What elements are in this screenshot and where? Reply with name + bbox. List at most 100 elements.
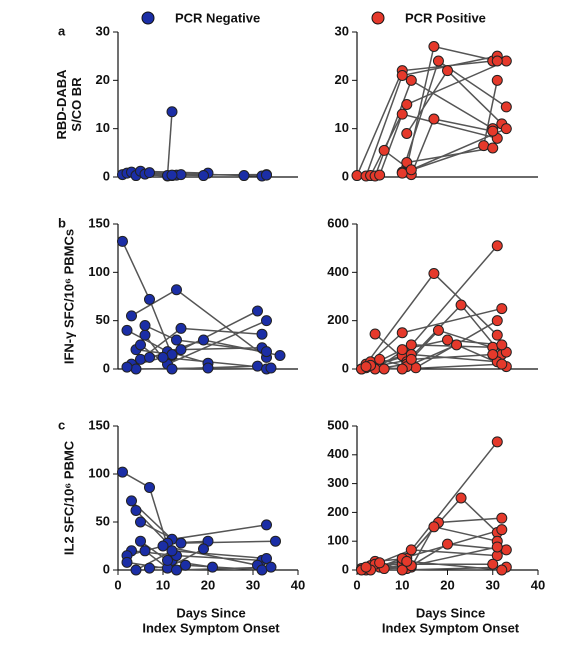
y-tick-label: 0	[342, 561, 349, 576]
data-point	[491, 329, 503, 341]
data-point	[351, 170, 363, 182]
data-point	[396, 344, 408, 356]
data-point	[265, 362, 277, 374]
x-tick-label: 30	[246, 577, 260, 592]
data-point	[396, 167, 408, 179]
y-tick-label: 20	[335, 72, 349, 87]
subject-line	[370, 339, 502, 367]
data-point	[162, 554, 173, 566]
data-point	[491, 541, 503, 553]
y-tick-label: 150	[88, 417, 110, 432]
data-point	[135, 516, 146, 528]
y-tick-label: 100	[88, 465, 110, 480]
x-tick-label: 10	[156, 577, 170, 592]
data-point	[491, 315, 503, 327]
data-point	[455, 492, 467, 504]
data-point	[274, 349, 286, 361]
x-tick-label: 20	[201, 577, 215, 592]
data-point	[261, 346, 272, 358]
x-axis-label: Days Since	[176, 605, 245, 620]
x-tick-label: 40	[531, 577, 545, 592]
subject-line	[365, 272, 498, 365]
data-point	[166, 169, 178, 181]
data-point	[396, 363, 408, 375]
x-tick-label: 0	[353, 577, 360, 592]
subject-line	[361, 441, 498, 570]
data-point	[455, 299, 467, 311]
subject-line	[374, 329, 507, 370]
data-point	[252, 305, 263, 317]
data-point	[180, 559, 191, 571]
data-point	[144, 293, 155, 305]
y-tick-label: 0	[103, 561, 110, 576]
data-point	[500, 55, 512, 67]
data-point	[265, 561, 277, 573]
data-point	[261, 519, 272, 531]
data-point	[405, 353, 417, 365]
data-point	[157, 351, 169, 363]
subject-line	[356, 60, 493, 176]
data-point	[171, 564, 182, 576]
data-point	[166, 545, 178, 557]
data-point	[487, 125, 499, 137]
data-point	[261, 552, 272, 564]
data-point	[360, 361, 372, 373]
data-point	[374, 169, 386, 181]
data-point	[130, 363, 142, 375]
x-axis-label: Index Symptom Onset	[142, 620, 280, 635]
y-tick-label: 200	[327, 312, 349, 327]
x-tick-label: 0	[114, 577, 121, 592]
data-point	[432, 55, 444, 67]
y-tick-label: 20	[96, 72, 110, 87]
data-point	[396, 564, 408, 576]
data-point	[478, 140, 490, 152]
data-point	[144, 481, 155, 493]
data-point	[405, 339, 417, 351]
y-tick-label: 600	[327, 215, 349, 230]
data-point	[135, 535, 146, 547]
data-point	[401, 555, 413, 567]
x-tick-label: 30	[486, 577, 500, 592]
data-point	[256, 564, 268, 576]
y-tick-label: 50	[96, 513, 110, 528]
data-point	[252, 360, 263, 372]
data-point	[428, 113, 440, 125]
data-point	[139, 329, 151, 341]
y-axis-label: IFN-γ SFC/10⁶ PBMCs	[61, 229, 76, 364]
x-tick-label: 40	[291, 577, 305, 592]
x-axis-label: Days Since	[416, 605, 485, 620]
data-point	[144, 351, 155, 363]
data-point	[401, 128, 413, 139]
x-tick-label: 10	[395, 577, 409, 592]
data-point	[405, 544, 417, 556]
data-point	[175, 344, 187, 356]
y-tick-label: 10	[96, 120, 110, 135]
data-point	[166, 106, 178, 118]
y-axis-label: RBD-DABA	[54, 69, 69, 140]
data-point	[126, 495, 137, 507]
data-point	[491, 74, 503, 86]
data-point	[405, 164, 417, 176]
y-tick-label: 400	[327, 446, 349, 461]
data-point	[487, 349, 499, 360]
data-point	[442, 334, 453, 346]
y-tick-label: 100	[327, 533, 349, 548]
data-point	[139, 320, 151, 331]
data-point	[496, 339, 508, 351]
data-point	[496, 303, 508, 315]
data-point	[126, 310, 137, 322]
data-point	[117, 235, 128, 247]
data-point	[121, 556, 133, 568]
data-point	[198, 334, 209, 346]
data-point	[396, 108, 408, 120]
y-tick-label: 50	[96, 312, 110, 327]
y-tick-label: 0	[103, 168, 110, 183]
data-point	[378, 144, 390, 156]
data-point	[175, 537, 187, 549]
data-point	[500, 544, 512, 556]
data-point	[487, 142, 499, 154]
data-point	[500, 123, 512, 135]
data-point	[261, 315, 272, 327]
data-point	[270, 535, 281, 547]
